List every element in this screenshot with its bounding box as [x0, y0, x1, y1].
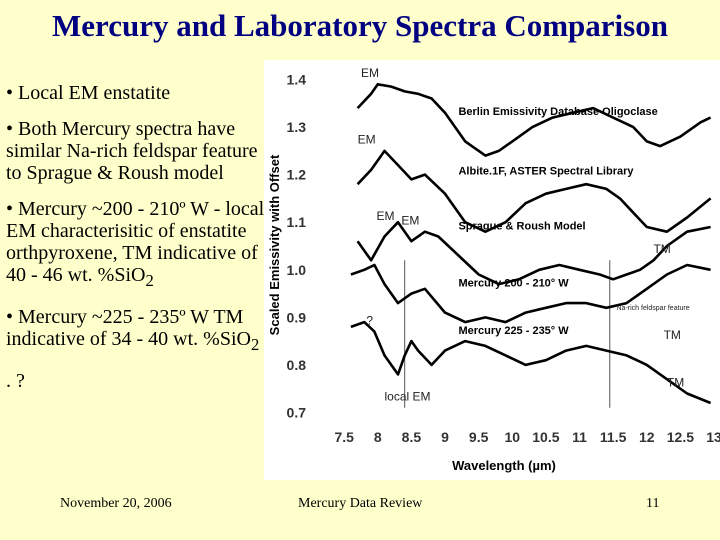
- bullet-list: • Local EM enstatite • Both Mercury spec…: [6, 82, 276, 406]
- annotation-label: TM: [653, 242, 670, 256]
- y-tick-label: 1.0: [287, 262, 307, 278]
- bullet-mercury-200: • Mercury ~200 - 210º W - local EM chara…: [6, 198, 265, 290]
- series-lines: [350, 83, 712, 405]
- axes: 7.5 8 8.5 9 9.5 10 10.5 11 11.5 12 12.5 13 0.7 0.8 0.9…: [287, 72, 720, 445]
- x-axis-label: Wavelength (µm): [452, 458, 556, 473]
- y-tick-label: 1.1: [287, 214, 307, 230]
- x-tick-label: 11.5: [600, 429, 627, 445]
- annotations: EM EM EM EM TM TM TM? local EM Na-rich feldspar …: [358, 66, 690, 403]
- x-tick-label: 10.5: [532, 429, 559, 445]
- y-tick-label: 0.9: [287, 309, 307, 325]
- annotation-label: TM: [664, 328, 681, 342]
- footer-center: Mercury Data Review: [298, 496, 423, 511]
- series-line: [356, 83, 712, 157]
- subscript: 2: [145, 271, 154, 290]
- x-tick-label: 9.5: [469, 429, 489, 445]
- annotation-label: ?: [366, 313, 373, 327]
- annotation-label: EM: [376, 209, 394, 223]
- spectra-chart: 7.5 8 8.5 9 9.5 10 10.5 11 11.5 12 12.5 13 0.7 0.8 0.9…: [264, 60, 720, 480]
- series-line: [356, 220, 711, 286]
- subscript: 2: [250, 335, 260, 354]
- y-tick-label: 1.4: [287, 72, 307, 88]
- reference-lines: [404, 260, 611, 408]
- series-line: [350, 263, 711, 324]
- x-tick-label: 11: [572, 429, 587, 445]
- y-tick-label: 0.8: [287, 357, 307, 373]
- bullet-local-em: • Local EM enstatite: [6, 82, 171, 104]
- footer-date: November 20, 2006: [60, 496, 172, 511]
- series-label: Albite.1F, ASTER Spectral Library: [458, 166, 634, 178]
- series-label: Berlin Emissivity Database Oligoclase: [458, 106, 657, 118]
- annotation-label: EM: [361, 66, 379, 80]
- bullet-both-mercury: • Both Mercury spectra have similar Na-r…: [6, 118, 258, 184]
- series-line: [350, 320, 712, 405]
- bullet-mercury-225: • Mercury ~225 - 235º W TM indicative of…: [6, 306, 260, 354]
- annotation-label: EM: [401, 214, 419, 228]
- series-line: [356, 149, 712, 233]
- series-label: Mercury 200 - 210° W: [458, 277, 569, 289]
- series-label: Sprague & Roush Model: [458, 220, 585, 232]
- y-axis-label: Scaled Emissivity with Offset: [267, 154, 282, 335]
- y-tick-label: 1.3: [287, 119, 307, 135]
- x-tick-label: 8.5: [402, 429, 422, 445]
- y-tick-label: 0.7: [287, 404, 307, 420]
- x-tick-label: 10: [504, 429, 520, 445]
- x-tick-label: 12.5: [667, 429, 694, 445]
- footer-page-number: 11: [646, 496, 660, 511]
- bullet-question: . ?: [6, 370, 25, 392]
- series-labels: Berlin Emissivity Database Oligoclase Alb…: [458, 106, 657, 337]
- annotation-label: local EM: [385, 390, 431, 404]
- x-tick-label: 7.5: [334, 429, 354, 445]
- x-tick-label: 8: [374, 429, 382, 445]
- x-tick-label: 9: [441, 429, 449, 445]
- series-label: Mercury 225 - 235° W: [458, 325, 569, 337]
- chart-svg: 7.5 8 8.5 9 9.5 10 10.5 11 11.5 12 12.5 13 0.7 0.8 0.9…: [267, 66, 720, 473]
- annotation-label: EM: [358, 133, 376, 147]
- annotation-label: Na-rich feldspar feature: [617, 305, 690, 312]
- x-tick-label: 13: [706, 429, 720, 445]
- y-tick-label: 1.2: [287, 167, 307, 183]
- x-tick-label: 12: [639, 429, 655, 445]
- slide-title: Mercury and Laboratory Spectra Compariso…: [52, 8, 668, 43]
- annotation-label: TM: [667, 375, 684, 389]
